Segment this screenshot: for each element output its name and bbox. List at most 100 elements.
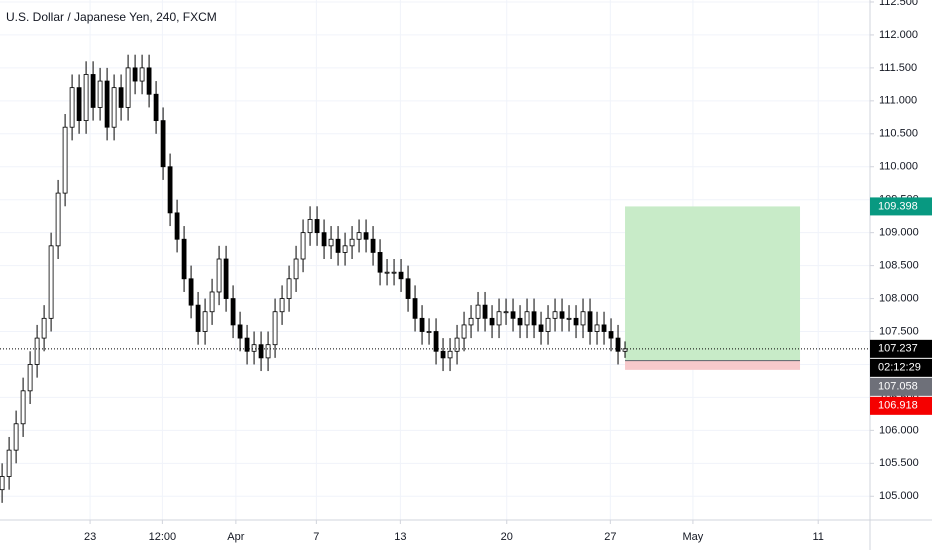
x-tick-label: 27	[604, 531, 616, 543]
candle-body	[293, 258, 299, 280]
candle-body	[545, 317, 551, 332]
candle-body	[209, 291, 215, 313]
candle-body	[370, 238, 376, 253]
candle-body	[440, 350, 446, 359]
candle-body	[559, 311, 565, 319]
x-tick-label: Apr	[227, 531, 244, 543]
y-tick-label: 107.500	[879, 325, 919, 337]
candle-body	[601, 324, 607, 332]
y-tick-label: 109.000	[879, 227, 919, 239]
candle-body	[111, 87, 117, 128]
candle-body	[608, 331, 614, 339]
candle-body	[328, 238, 334, 247]
candle-body	[489, 317, 495, 326]
candle-body	[419, 317, 425, 332]
candle-body	[146, 67, 152, 95]
countdown-bg	[870, 358, 932, 377]
y-tick-label: 112.000	[879, 29, 918, 41]
entry-price-label-bg	[870, 377, 932, 396]
candle-body	[363, 232, 369, 240]
candle-body	[62, 126, 68, 194]
candle-body	[307, 219, 313, 234]
candle-body	[454, 337, 460, 352]
candle-body	[510, 311, 516, 319]
candle-body	[517, 317, 523, 326]
candle-body	[587, 311, 593, 332]
candle-body	[202, 311, 208, 332]
target-price-label: 109.398	[878, 200, 918, 212]
candle-body	[503, 311, 509, 314]
candle-body	[139, 67, 145, 82]
candle-body	[552, 311, 558, 319]
candle-body	[524, 311, 530, 326]
candle-body	[118, 87, 124, 108]
candle-body	[615, 337, 621, 352]
candle-body	[356, 232, 362, 240]
candle-body	[90, 74, 96, 108]
candle-body	[97, 80, 103, 108]
y-tick-label: 108.000	[879, 292, 919, 304]
candle-body	[405, 278, 411, 299]
candle-body	[538, 324, 544, 332]
candle-body	[335, 238, 341, 253]
candle-body	[286, 278, 292, 299]
candle-body	[461, 324, 467, 339]
candle-body	[622, 348, 628, 352]
candle-body	[496, 311, 502, 326]
y-tick-label: 105.000	[879, 490, 919, 502]
candle-body	[48, 245, 54, 319]
candle-body	[300, 232, 306, 260]
x-tick-label: 11	[812, 531, 823, 543]
last-price-label: 107.237	[878, 343, 918, 355]
candle-body	[167, 166, 173, 214]
candle-body	[20, 390, 26, 425]
candle-body	[342, 245, 348, 253]
candle-body	[230, 298, 236, 326]
candle-body	[27, 364, 33, 392]
target-price-label-bg	[870, 197, 932, 216]
candle-body	[69, 87, 75, 128]
candle-body	[279, 298, 285, 313]
last-price-label-bg	[870, 339, 932, 358]
chart-title: U.S. Dollar / Japanese Yen, 240, FXCM	[6, 10, 217, 24]
y-tick-label: 110.000	[879, 161, 918, 173]
candle-body	[0, 476, 5, 491]
candle-body	[132, 67, 138, 82]
candle-body	[174, 212, 180, 240]
candle-body	[566, 317, 572, 320]
candle-body	[433, 331, 439, 352]
x-tick-label: 13	[394, 531, 406, 543]
candle-body	[188, 278, 194, 306]
candle-body	[13, 423, 19, 451]
x-tick-label: May	[683, 531, 704, 543]
candle-body	[384, 271, 390, 274]
candle-body	[55, 192, 61, 247]
y-tick-label: 111.000	[879, 95, 917, 107]
candle-body	[216, 258, 222, 293]
candle-body	[83, 74, 89, 122]
candle-body	[160, 120, 166, 168]
candle-body	[181, 238, 187, 280]
target-zone	[625, 206, 801, 361]
candle-body	[447, 350, 453, 359]
x-tick-label: 20	[501, 531, 513, 543]
x-tick-label: 23	[84, 531, 96, 543]
y-tick-label: 106.000	[879, 424, 919, 436]
candle-body	[426, 331, 432, 333]
candle-body	[580, 311, 586, 326]
candle-body	[321, 232, 327, 247]
candle-body	[349, 238, 355, 247]
candle-body	[573, 317, 579, 326]
candle-body	[195, 304, 201, 332]
entry-price-label: 107.058	[878, 381, 918, 393]
candle-body	[6, 449, 12, 477]
candle-body	[594, 324, 600, 332]
candle-body	[258, 344, 264, 359]
candle-body	[41, 317, 47, 339]
candle-body	[244, 337, 250, 352]
y-tick-label: 112.500	[879, 0, 918, 8]
candle-body	[468, 317, 474, 326]
candle-body	[237, 324, 243, 339]
candle-body	[223, 258, 229, 299]
countdown: 02:12:29	[878, 362, 921, 374]
